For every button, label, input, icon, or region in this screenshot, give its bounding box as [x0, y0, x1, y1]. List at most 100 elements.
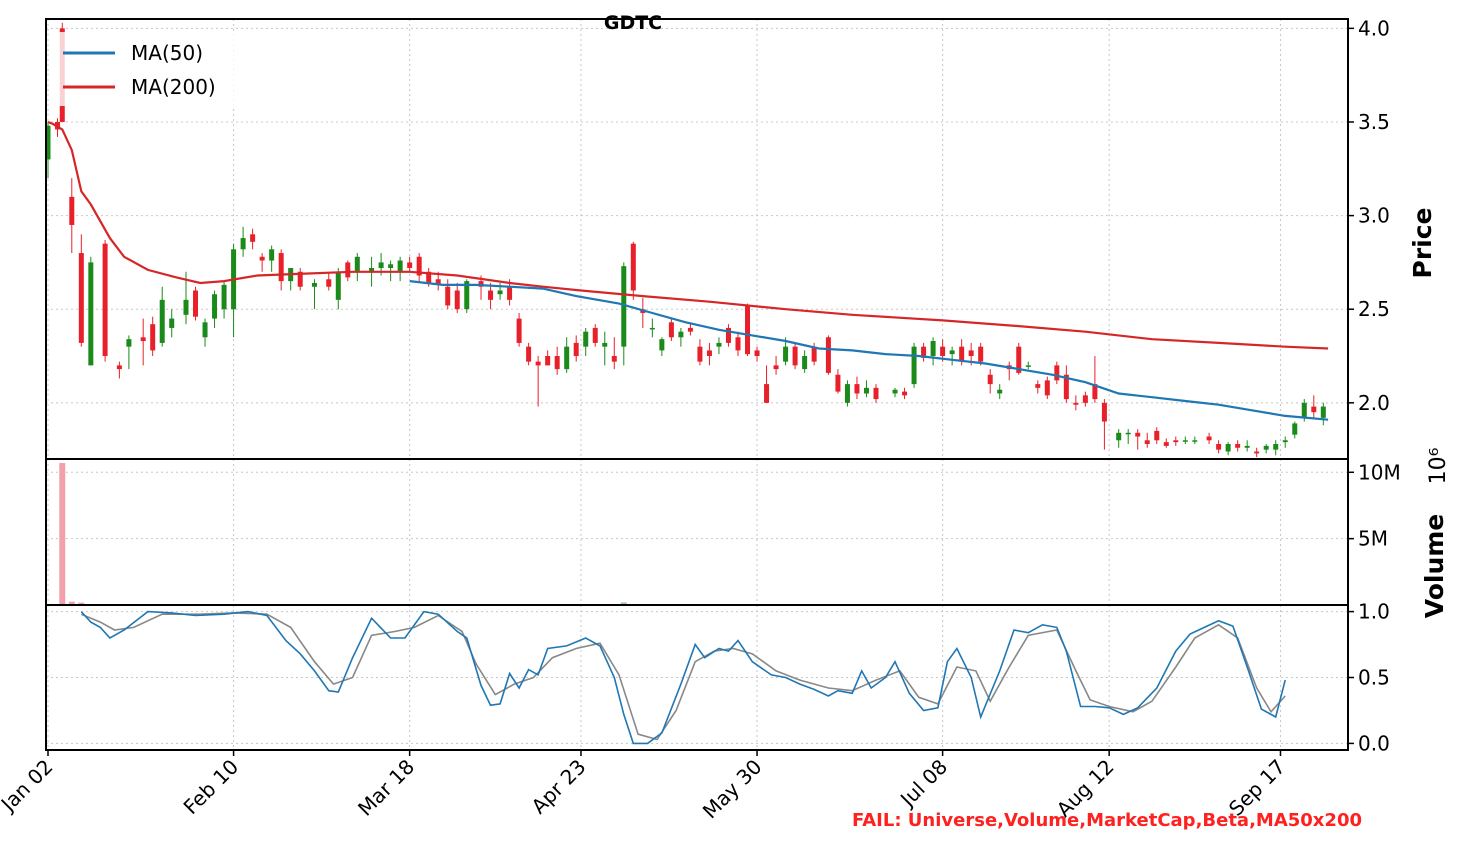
candle: [754, 346, 760, 362]
candle-body: [725, 327, 731, 343]
candle-body: [269, 249, 275, 261]
candle-body: [1263, 445, 1269, 450]
candle: [416, 253, 422, 282]
candle: [1163, 438, 1169, 448]
candle-body: [1144, 440, 1150, 445]
candle-body: [1035, 384, 1041, 388]
candle: [716, 337, 722, 355]
candle: [921, 342, 927, 362]
candle: [1144, 432, 1150, 448]
candle: [69, 178, 75, 254]
candle: [202, 318, 208, 347]
candle: [1235, 440, 1241, 452]
candle-body: [1016, 346, 1022, 373]
candle: [354, 253, 360, 282]
x-tick-label: Jul 08: [894, 755, 952, 813]
candle-body: [45, 125, 51, 160]
volume-y-tick-label: 5M: [1358, 527, 1388, 551]
candle: [231, 243, 237, 338]
candle-body: [497, 290, 503, 295]
candle: [259, 253, 265, 272]
volume-bar: [59, 462, 66, 605]
candle-body: [1192, 440, 1198, 442]
candle-body: [545, 356, 551, 366]
candle-body: [1063, 374, 1069, 400]
candle: [911, 342, 917, 388]
candle: [1320, 402, 1326, 426]
chart-title: GDTC: [604, 12, 662, 34]
candle: [844, 380, 850, 407]
candle-body: [745, 305, 751, 355]
candle-body: [169, 318, 175, 328]
candle: [554, 346, 560, 375]
candle-body: [873, 387, 879, 400]
candle: [1092, 356, 1098, 403]
candle: [792, 342, 798, 370]
candle: [311, 279, 317, 310]
candle: [488, 283, 494, 310]
candle: [802, 350, 808, 373]
candle: [397, 256, 403, 282]
candle: [1173, 436, 1179, 446]
candle: [240, 226, 246, 257]
candle-body: [454, 290, 460, 310]
candle: [1073, 395, 1079, 411]
x-tick-label: Feb 10: [179, 755, 244, 820]
volume-bar: [68, 601, 75, 605]
candle-body: [1154, 430, 1160, 441]
candle: [949, 346, 955, 366]
candle-body: [706, 350, 712, 357]
candle: [659, 337, 665, 357]
candle: [78, 234, 84, 347]
candle-body: [921, 346, 927, 358]
candle: [1192, 436, 1198, 445]
candle-body: [621, 266, 627, 347]
candle: [873, 384, 879, 403]
candle: [335, 268, 341, 310]
price-y-tick-label: 3.0: [1358, 204, 1390, 228]
candle-body: [354, 256, 360, 272]
stoch-y-tick-label: 1.0: [1358, 600, 1390, 624]
candle-body: [564, 346, 570, 370]
candle-body: [697, 346, 703, 362]
candle: [250, 228, 256, 250]
candle-body: [1292, 423, 1298, 435]
candle-body: [221, 284, 227, 310]
candle-body: [1182, 440, 1188, 442]
candle: [1216, 440, 1222, 454]
legend-ma200-label: MA(200): [131, 75, 216, 99]
candle: [592, 324, 598, 347]
candle-body: [297, 271, 303, 287]
ma200-line: [47, 120, 1329, 350]
candle-body: [678, 331, 684, 338]
candle: [278, 249, 284, 291]
candle: [583, 327, 589, 357]
candle-body: [1273, 444, 1279, 450]
candle-body: [335, 271, 341, 300]
legend-box: [54, 32, 240, 106]
candle: [640, 297, 646, 328]
candle: [1035, 380, 1041, 394]
candle-body: [1125, 432, 1131, 435]
candle-body: [78, 253, 84, 343]
candle: [678, 327, 684, 347]
candle-body: [1254, 451, 1260, 454]
candle-body: [1320, 406, 1326, 418]
price-y-tick-label: 4.0: [1358, 16, 1390, 40]
candle: [535, 356, 541, 407]
candle-body: [183, 299, 189, 315]
candle-body: [1101, 402, 1107, 422]
candle-body: [159, 299, 165, 343]
candle-body: [407, 262, 413, 269]
candle-body: [649, 327, 655, 330]
x-tick-label: Jan 02: [0, 755, 58, 818]
x-tick-label: Apr 23: [527, 755, 591, 819]
volume-panel-frame: [45, 458, 1349, 606]
candle-body: [193, 290, 199, 317]
candle-body: [311, 283, 317, 287]
candle: [1116, 429, 1122, 448]
candle-body: [802, 356, 808, 370]
candle: [269, 245, 275, 272]
candle-body: [435, 279, 441, 285]
